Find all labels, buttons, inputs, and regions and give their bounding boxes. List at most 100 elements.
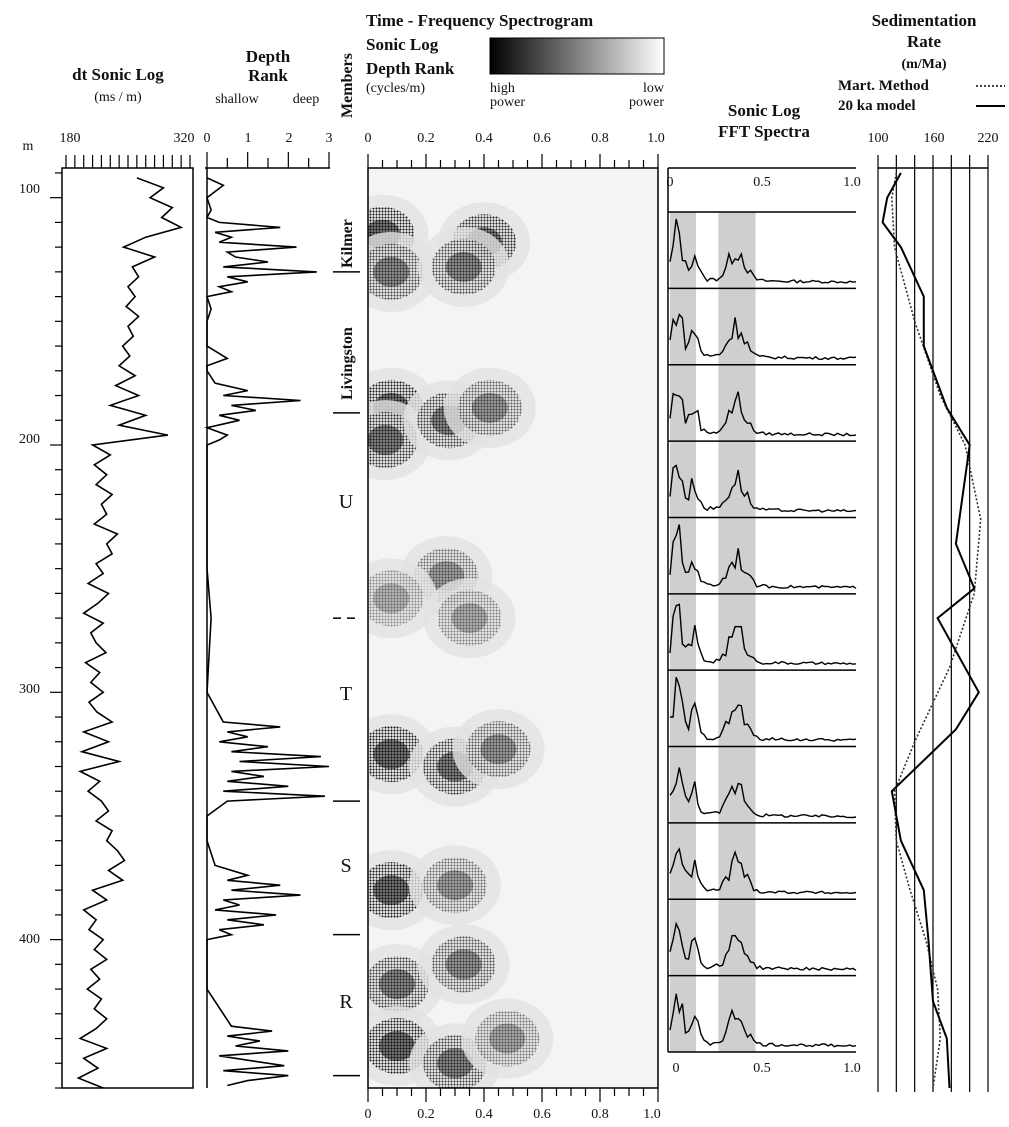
member-u: U bbox=[339, 491, 354, 513]
spectrogram-power-core bbox=[437, 1048, 473, 1079]
fft-spectra-panel: Sonic Log FFT Spectra 0 0.5 1.0 0 0.5 1.… bbox=[667, 101, 861, 1076]
spec-top-tick-0: 0 bbox=[365, 131, 372, 146]
spectrogram-power-core bbox=[373, 875, 410, 906]
spectrogram-power-blob bbox=[368, 862, 424, 919]
spec-bottom-tick-08: 0.8 bbox=[591, 1107, 609, 1122]
spectrogram-power-blob bbox=[437, 590, 502, 647]
fft-spectrum-line bbox=[669, 218, 857, 284]
spectrogram-power-core bbox=[379, 969, 415, 1000]
spectrogram-power-core bbox=[489, 1023, 526, 1054]
legend-low-label-2: power bbox=[629, 95, 664, 110]
spectrogram-ticks bbox=[367, 154, 659, 1102]
sonic-log-panel: dt Sonic Log (ms / m) m 180 320 100 200 … bbox=[19, 65, 195, 1089]
fft-band bbox=[718, 212, 756, 1052]
spectrogram-power-blob bbox=[368, 243, 424, 300]
sed-legend-20ka: 20 ka model bbox=[838, 98, 916, 114]
fft-spectrum-line bbox=[669, 847, 857, 895]
spectrogram-power-blob bbox=[368, 956, 429, 1013]
spectrogram-line-3: Depth Rank bbox=[366, 59, 455, 78]
spectrogram-power-core bbox=[373, 256, 410, 287]
depth-rank-series bbox=[204, 177, 330, 1087]
fft-spectrum-line bbox=[669, 767, 857, 819]
spec-top-tick-10: 1.0 bbox=[647, 131, 665, 146]
fft-spectrum-line bbox=[669, 921, 857, 972]
spectrogram-power-core bbox=[445, 251, 482, 282]
members-label: Members bbox=[339, 53, 356, 118]
sed-unit: (m/Ma) bbox=[901, 57, 946, 72]
depth-rank-tick-0: 0 bbox=[204, 131, 211, 146]
depth-rank-panel: Depth Rank shallow deep 0 1 2 3 bbox=[204, 47, 333, 1088]
depth-axis-ticks bbox=[50, 172, 62, 1089]
sonic-x-tick-180: 180 bbox=[60, 131, 81, 146]
spectrogram-panel: Time - Frequency Spectrogram Sonic Log D… bbox=[365, 11, 665, 1122]
spectrogram-power-blob bbox=[475, 1010, 540, 1067]
spectrogram-power-core bbox=[379, 1030, 415, 1061]
fft-title: Sonic Log bbox=[728, 101, 801, 120]
power-legend-bar bbox=[489, 37, 665, 75]
spectrogram-power-core bbox=[368, 425, 404, 456]
depth-unit-label: m bbox=[23, 139, 34, 154]
depth-rank-tick-2: 2 bbox=[286, 131, 293, 146]
fft-spectrum-line bbox=[669, 524, 857, 589]
sonic-x-tick-320: 320 bbox=[174, 131, 195, 146]
spectrogram-power-blob bbox=[466, 721, 531, 778]
fft-spectrum-line bbox=[669, 464, 857, 513]
member-kilmer: Kilmer bbox=[339, 219, 356, 268]
spec-bottom-tick-02: 0.2 bbox=[417, 1107, 435, 1122]
spectrogram-power-core bbox=[480, 734, 517, 765]
legend-high-label: high bbox=[490, 81, 515, 96]
fft-spectrum-line bbox=[669, 391, 857, 437]
spectrogram-power-blob bbox=[368, 570, 424, 627]
spec-bottom-tick-04: 0.4 bbox=[475, 1107, 493, 1122]
depth-rank-tick-3: 3 bbox=[326, 131, 333, 146]
sonic-log-unit: (ms / m) bbox=[94, 90, 142, 105]
depth-rank-ticks bbox=[206, 152, 330, 168]
spec-top-tick-06: 0.6 bbox=[533, 131, 551, 146]
spectrogram-power-core bbox=[451, 603, 488, 634]
depth-tick-100: 100 bbox=[19, 182, 40, 197]
spectrogram-power-blob bbox=[457, 379, 522, 436]
spec-bottom-tick-0: 0 bbox=[365, 1107, 372, 1122]
fft-title-2: FFT Spectra bbox=[718, 122, 810, 141]
fft-bottom-tick-0: 0 bbox=[673, 1061, 680, 1076]
spectrogram-power-blob bbox=[431, 936, 496, 993]
sedimentation-panel: Sedimentation Rate (m/Ma) Mart. Method 2… bbox=[838, 11, 1005, 1092]
depth-rank-tick-1: 1 bbox=[245, 131, 252, 146]
sed-tick-220: 220 bbox=[978, 131, 999, 146]
spec-top-tick-04: 0.4 bbox=[475, 131, 493, 146]
sed-series-20ka-model bbox=[881, 172, 980, 1089]
fft-spectrum-line bbox=[669, 993, 857, 1048]
spectrogram-unit: (cycles/m) bbox=[366, 81, 425, 96]
sed-series-mart-method bbox=[890, 172, 982, 1089]
depth-rank-deep-label: deep bbox=[293, 92, 319, 107]
spectrogram-power-core bbox=[437, 870, 473, 901]
fft-top-tick-05: 0.5 bbox=[753, 175, 771, 190]
depth-tick-200: 200 bbox=[19, 432, 40, 447]
spectrogram-line-2: Sonic Log bbox=[366, 35, 439, 54]
members-column: Members Kilmer Livingston U T S R bbox=[333, 53, 360, 1077]
spectrogram-power-core bbox=[373, 739, 410, 770]
spec-top-tick-08: 0.8 bbox=[591, 131, 609, 146]
sed-tick-100: 100 bbox=[868, 131, 889, 146]
depth-rank-title-2: Rank bbox=[248, 66, 288, 85]
sonic-log-title: dt Sonic Log bbox=[72, 65, 164, 84]
sed-gridlines bbox=[877, 155, 989, 1092]
spectrogram-title: Time - Frequency Spectrogram bbox=[366, 11, 593, 30]
spectrogram-power-blob bbox=[431, 238, 496, 295]
depth-rank-shallow-label: shallow bbox=[215, 92, 259, 107]
fft-spectrum-line bbox=[669, 603, 857, 666]
member-s: S bbox=[340, 855, 351, 877]
sed-legend-mart: Mart. Method bbox=[838, 78, 929, 94]
sed-title-2: Rate bbox=[907, 32, 941, 51]
spec-bottom-tick-06: 0.6 bbox=[533, 1107, 551, 1122]
depth-rank-title: Depth bbox=[246, 47, 291, 66]
fft-top-tick-10: 1.0 bbox=[843, 175, 861, 190]
legend-high-label-2: power bbox=[490, 95, 525, 110]
depth-tick-400: 400 bbox=[19, 932, 40, 947]
spectrogram-power-blob bbox=[423, 857, 487, 914]
fft-band bbox=[670, 212, 697, 1052]
spec-top-tick-02: 0.2 bbox=[417, 131, 435, 146]
fft-spectrum-line bbox=[670, 676, 857, 742]
fft-spectrum-line bbox=[669, 313, 857, 361]
fft-top-tick-0: 0 bbox=[667, 175, 674, 190]
